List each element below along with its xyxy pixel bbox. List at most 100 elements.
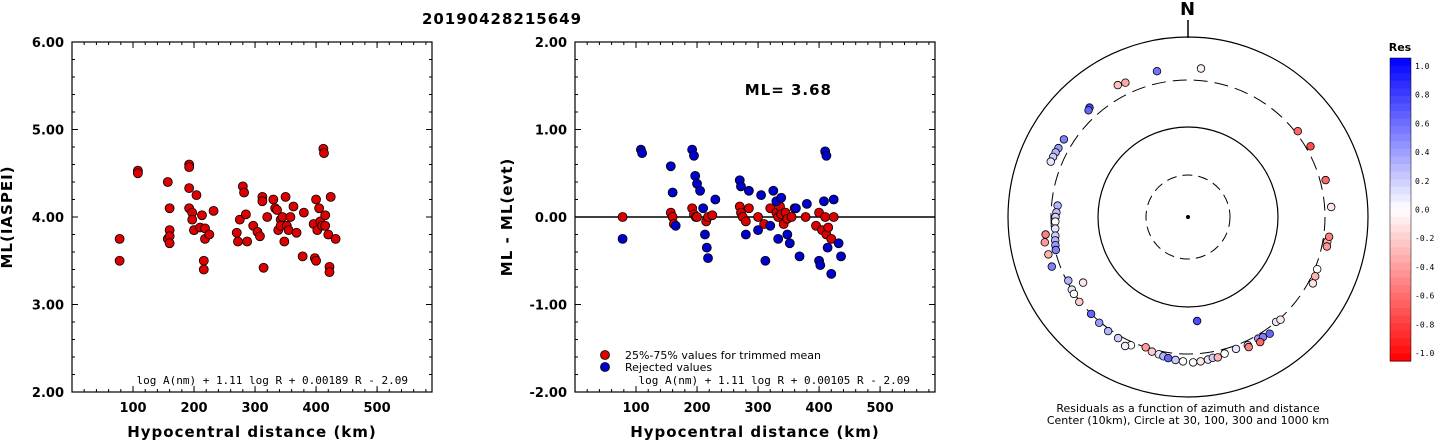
data-point	[272, 205, 282, 215]
trimmed-point	[692, 212, 702, 222]
data-point	[114, 255, 125, 266]
residual-vs-distance-panel: 100 200 300 400 500 -2.00 -1.00 0.00 1.00 2.00 ML…	[498, 36, 936, 441]
residual-point	[1321, 175, 1330, 185]
colorbar-segment	[1390, 262, 1411, 271]
colorbar-segment	[1390, 209, 1411, 218]
colorbar-segment	[1390, 300, 1411, 309]
residual-point	[1069, 289, 1079, 299]
y-tick-label: -2.00	[530, 386, 567, 401]
residual-point	[1178, 357, 1188, 366]
residual-point	[1103, 326, 1113, 336]
y-axis-label: ML - ML(evt)	[498, 158, 516, 276]
rejected-point	[828, 194, 839, 205]
rejected-point	[776, 192, 787, 203]
magnitude-vs-distance-panel: 100 200 300 400 500 2.00 3.00 4.00 5.00 6.00 ML(I…	[0, 36, 433, 441]
colorbar-segment	[1390, 353, 1411, 362]
colorbar-segment	[1390, 73, 1411, 82]
data-point	[298, 207, 309, 218]
residual-point	[1051, 245, 1060, 255]
residual-point	[1075, 297, 1084, 307]
y-tick-label: 3.00	[32, 299, 64, 314]
rejected-point	[794, 251, 805, 262]
rejected-point	[784, 238, 795, 249]
x-tick-label: 400	[805, 401, 832, 416]
data-point	[197, 210, 207, 221]
colorbar-tick-label: 0.8	[1415, 91, 1430, 100]
legend-marker-rejected	[600, 362, 610, 372]
colorbar-segment	[1390, 65, 1411, 74]
residual-point	[1141, 343, 1150, 352]
y-tick-label: 1.00	[535, 124, 567, 139]
colorbar-segment	[1390, 111, 1411, 120]
trimmed-point	[826, 233, 837, 244]
colorbar-tick-label: -0.8	[1415, 320, 1434, 329]
x-tick-label: 500	[364, 401, 391, 416]
legend-label-trimmed: 25%-75% values for trimmed mean	[625, 349, 821, 362]
residual-point	[1324, 232, 1334, 241]
data-point	[314, 203, 325, 214]
data-point	[268, 194, 279, 205]
trimmed-point	[617, 212, 628, 222]
trimmed-point	[753, 212, 763, 222]
data-point	[255, 231, 265, 242]
residual-point	[1113, 333, 1123, 343]
trimmed-point	[823, 222, 834, 233]
axis-ticks: 100 200 300 400 500 2.00 3.00 4.00 5.00 6.00	[32, 36, 432, 416]
colorbar-segment	[1390, 217, 1411, 226]
rejected-point	[743, 185, 754, 196]
data-point	[258, 262, 269, 273]
data-point	[324, 267, 335, 278]
colorbar-segment	[1390, 277, 1411, 286]
residual-point	[1051, 217, 1060, 226]
rejected-point	[689, 150, 699, 161]
rejected-point	[819, 196, 829, 207]
data-point	[323, 229, 334, 240]
rejected-point	[790, 203, 801, 214]
residual-point	[1322, 242, 1332, 251]
legend-label-rejected: Rejected values	[625, 361, 712, 374]
x-tick-label: 500	[867, 401, 894, 416]
colorbar-segment	[1390, 315, 1411, 324]
residual-point	[1152, 66, 1162, 76]
data-point	[231, 227, 242, 238]
trimmed-point	[740, 216, 751, 227]
colorbar-segment	[1390, 292, 1411, 301]
rejected-point	[836, 251, 846, 262]
rejected-point	[822, 242, 833, 253]
ring-300km	[1050, 79, 1326, 355]
data-point	[164, 238, 175, 249]
data-point	[291, 227, 302, 238]
trimmed-point	[743, 203, 754, 214]
residual-point	[1059, 135, 1069, 144]
colorbar-segment	[1390, 95, 1411, 105]
residual-point	[1050, 224, 1060, 233]
residual-point	[1293, 126, 1302, 136]
colorbar-segment	[1390, 171, 1411, 180]
rejected-point	[740, 229, 751, 240]
ring-100km	[1097, 126, 1279, 308]
trimmed-point	[800, 212, 811, 222]
residual-point	[1094, 318, 1104, 327]
data-point	[162, 177, 173, 187]
rejected-point	[756, 190, 767, 201]
trimmed-point	[820, 212, 831, 222]
trimmed-point	[707, 210, 718, 221]
data-point	[320, 210, 331, 221]
residual-point	[1196, 357, 1205, 366]
residual-point	[1044, 250, 1053, 259]
rejected-point	[695, 185, 705, 196]
caption-line-1: Residuals as a function of azimuth and d…	[1056, 402, 1319, 415]
data-point	[204, 229, 215, 240]
data-point	[262, 212, 273, 222]
y-tick-label: 0.00	[535, 211, 567, 226]
rejected-point	[826, 268, 837, 279]
colorbar-segment	[1390, 156, 1411, 165]
data-point	[208, 205, 219, 216]
colorbar-tick-label: 0.2	[1415, 177, 1430, 186]
formula-label: log A(nm) + 1.11 log R + 0.00105 R - 2.0…	[638, 374, 910, 387]
data-point	[184, 162, 195, 173]
residual-point	[1312, 265, 1322, 274]
residual-point	[1047, 262, 1056, 271]
data-point	[198, 255, 209, 266]
residual-point	[1040, 238, 1049, 247]
